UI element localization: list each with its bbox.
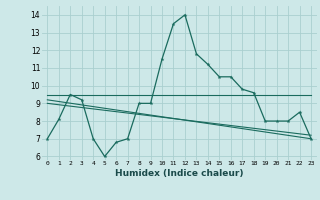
X-axis label: Humidex (Indice chaleur): Humidex (Indice chaleur) xyxy=(115,169,244,178)
